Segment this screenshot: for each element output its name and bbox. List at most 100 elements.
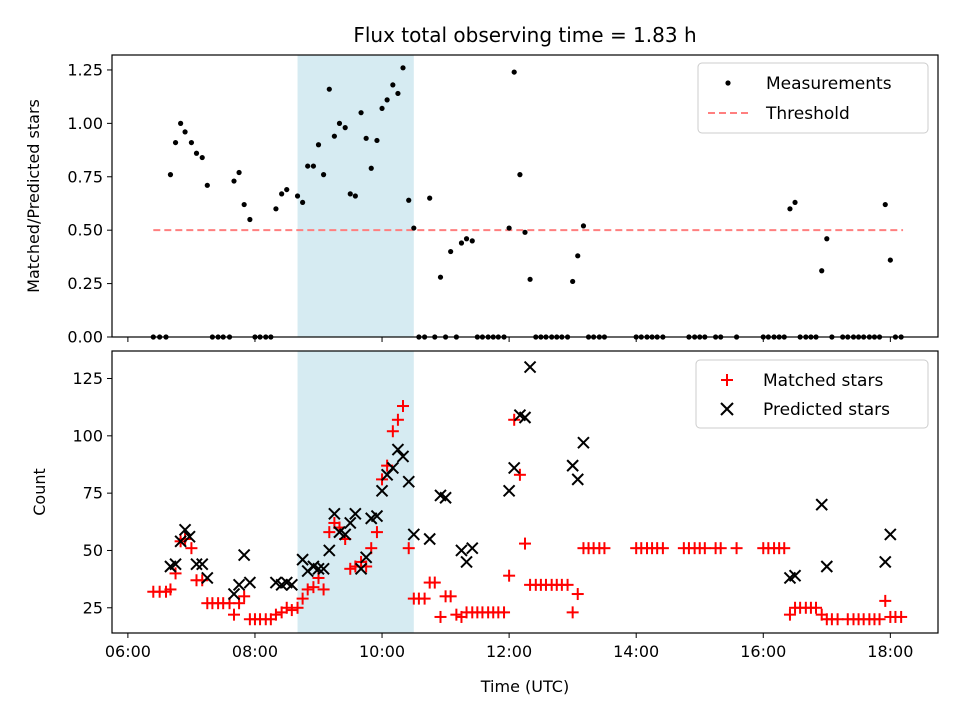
predicted-star-point — [815, 498, 828, 511]
measurement-point — [315, 142, 322, 148]
predicted-x-b — [402, 475, 415, 488]
predicted-star-point — [788, 569, 802, 582]
measurement-point — [390, 82, 396, 88]
predicted-stars-series — [164, 360, 897, 601]
predicted-x-b — [466, 541, 479, 555]
measurement-point — [178, 120, 184, 126]
predicted-star-point — [375, 484, 389, 498]
matched-star-point — [317, 583, 330, 596]
measurement-point — [384, 97, 390, 103]
predicted-x-b — [349, 507, 362, 520]
measurement-point — [241, 201, 247, 208]
predicted-star-point — [349, 507, 362, 520]
predicted-x-b — [884, 528, 897, 541]
predicted-x-b — [386, 461, 400, 475]
bottom-x-tick-label: 06:00 — [105, 642, 151, 661]
predicted-x-b — [169, 558, 182, 571]
measurement-point — [463, 236, 470, 242]
measurement-point — [273, 206, 279, 212]
matched-star-point — [831, 613, 844, 626]
measurement-point — [358, 110, 364, 116]
bottom-y-tick-label: 100 — [72, 426, 103, 445]
predicted-star-point — [396, 450, 410, 463]
measurement-point — [352, 193, 358, 199]
predicted-star-point — [317, 562, 330, 576]
measurement-point — [469, 238, 475, 244]
measurement-point — [511, 69, 517, 75]
predicted-star-point — [566, 459, 579, 472]
bottom-x-tick-label: 16:00 — [740, 642, 786, 661]
predicted-x-b — [201, 571, 214, 585]
matched-star-point — [296, 592, 309, 605]
top-y-ticks: 0.00 0.25 0.50 0.75 1.00 1.25 — [67, 60, 112, 347]
chart-title: Flux total observing time = 1.83 h — [353, 23, 696, 47]
matched-star-point — [164, 583, 177, 596]
matched-star-point — [397, 400, 410, 413]
top-legend-box — [697, 62, 929, 134]
measurement-point — [395, 90, 401, 97]
matched-star-point — [810, 601, 823, 614]
predicted-x-b — [815, 498, 828, 511]
predicted-x-b — [307, 560, 320, 573]
predicted-star-point — [423, 532, 436, 546]
predicted-x-b — [391, 443, 405, 456]
predicted-x-b — [178, 523, 192, 537]
measurement-point — [527, 276, 533, 282]
predicted-star-point — [174, 535, 187, 548]
measurement-point — [182, 129, 188, 135]
measurement-point — [331, 133, 337, 139]
measurement-point — [342, 125, 348, 131]
measurement-point — [882, 201, 888, 208]
matched-star-point — [269, 608, 282, 621]
matched-star-point — [503, 569, 516, 582]
matched-star-point — [498, 606, 511, 619]
measurement-point — [204, 182, 210, 188]
legend-marker-predicted — [720, 402, 734, 416]
measurement-point — [824, 236, 830, 242]
predicted-x-b — [227, 587, 241, 601]
matched-star-point — [386, 425, 399, 438]
predicted-star-point — [237, 548, 251, 562]
predicted-x-b — [370, 509, 384, 523]
predicted-x-b — [460, 555, 473, 569]
bottom-y-axis-label: Count — [30, 468, 49, 516]
measurement-point — [347, 191, 353, 197]
measurement-point — [792, 199, 798, 206]
matched-star-point — [402, 542, 415, 555]
predicted-x-b — [577, 436, 590, 449]
measurement-point — [580, 223, 587, 229]
predicted-x-b — [354, 562, 368, 576]
matched-star-point — [598, 542, 611, 555]
predicted-x-b — [375, 484, 389, 498]
measurement-point — [887, 257, 893, 263]
measurement-point — [787, 206, 793, 212]
predicted-x-b — [513, 408, 527, 422]
bottom-x-tick-label: 18:00 — [867, 642, 913, 661]
bottom-y-tick-label: 50 — [83, 541, 103, 560]
predicted-x-b — [359, 551, 373, 564]
predicted-x-b — [285, 578, 299, 592]
predicted-x-b — [312, 562, 325, 576]
predicted-star-point — [296, 553, 309, 566]
predicted-star-point — [879, 555, 892, 569]
bottom-panel: 25 50 75 100 125 06:00 08:00 10:00 12:00 14:00 16… — [30, 350, 939, 696]
bottom-y-tick-label: 75 — [83, 484, 103, 503]
top-y-tick-label: 1.00 — [67, 114, 103, 133]
legend-label-matched: Matched stars — [763, 371, 883, 391]
predicted-x-b — [296, 553, 309, 566]
measurement-point — [310, 163, 317, 169]
predicted-x-b — [396, 450, 410, 463]
measurement-point — [172, 139, 179, 146]
predicted-x-b — [323, 544, 336, 557]
matched-star-point — [714, 542, 727, 555]
predicted-x-b — [566, 459, 579, 472]
matched-star-point — [561, 578, 574, 591]
measurement-point — [411, 225, 417, 231]
top-y-tick-label: 1.25 — [67, 60, 103, 79]
predicted-x-b — [243, 576, 257, 589]
measurement-point — [448, 248, 454, 255]
predicted-x-b — [571, 473, 584, 486]
measurement-point — [300, 199, 306, 206]
measurement-point — [570, 278, 576, 285]
